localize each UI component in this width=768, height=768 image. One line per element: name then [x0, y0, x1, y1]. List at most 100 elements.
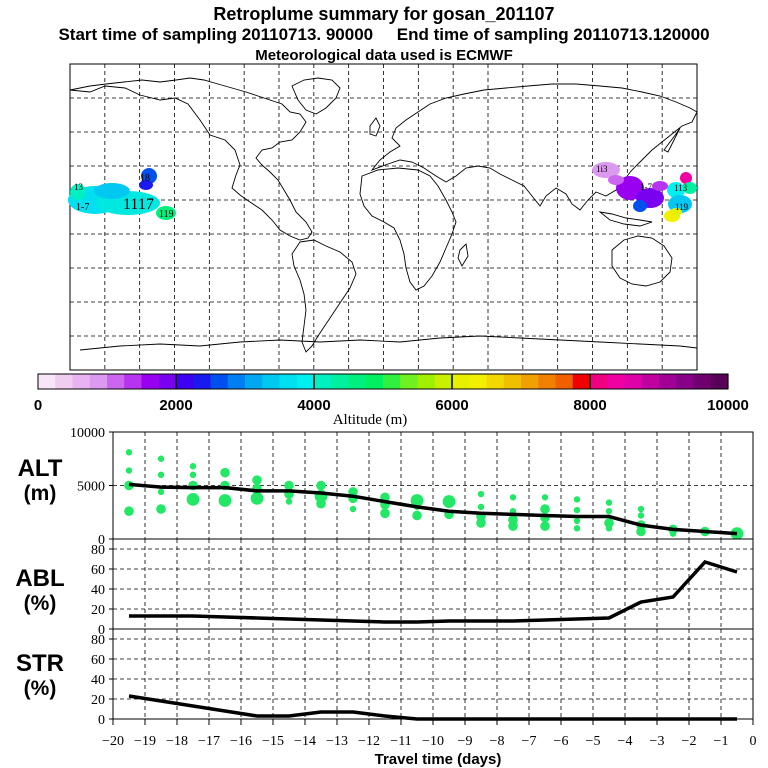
abl-line — [129, 559, 738, 624]
alt-scatter-point — [573, 496, 581, 503]
alt-mean-line — [128, 482, 738, 536]
colorbar-cell — [469, 374, 488, 389]
alt-scatter-point — [284, 480, 294, 491]
x-tick-label: −5 — [586, 734, 601, 749]
plume-blob — [683, 182, 697, 194]
sampling-time-line: Start time of sampling 20110713. 90000 E… — [0, 25, 768, 45]
alt-yticks: 10000 5000 0 — [70, 426, 113, 548]
colorbar-cell — [607, 374, 626, 389]
colorbar-tick-label: 2000 — [159, 397, 192, 414]
colorbar-tick-label: 10000 — [707, 397, 749, 414]
x-tick-label: −7 — [522, 734, 537, 749]
north-america-coast — [69, 77, 313, 241]
x-tick-label: −9 — [458, 734, 473, 749]
alt-scatter-point — [218, 494, 232, 507]
plume-blob — [139, 180, 153, 190]
x-axis-ticks: −20 −19 −18 −17 −16 −15 −14 −13 −12 −11 −10 −9 −8 −7−… — [102, 719, 757, 749]
x-tick-label: −6 — [554, 734, 569, 749]
colorbar-cell — [486, 374, 505, 389]
colorbar-cell — [38, 374, 56, 389]
colorbar-cell — [55, 374, 74, 389]
greenland-coast — [291, 77, 341, 115]
colorbar-cell — [383, 374, 401, 389]
colorbar-cell — [314, 374, 332, 389]
colorbar-tick-label: 4000 — [297, 397, 330, 414]
x-tick-label: −20 — [102, 734, 124, 749]
alt-unit: (m) — [24, 482, 57, 505]
uk-coast — [369, 117, 381, 137]
x-tick-label: −14 — [294, 734, 316, 749]
africa-coast — [359, 167, 457, 291]
str-ytick-label: 60 — [91, 653, 105, 668]
plume-label: 1i3 — [596, 164, 608, 174]
abl-ytick-label: 0 — [98, 623, 105, 638]
colorbar-cell — [296, 374, 315, 389]
alt-scatter-point — [316, 480, 326, 491]
colorbar-frame — [37, 373, 729, 390]
retroplume-clusters — [68, 162, 697, 222]
plume-label: 1-7 — [76, 202, 89, 213]
alt-scatter-point — [156, 504, 166, 514]
colorbar-cell — [89, 374, 108, 389]
colorbar-cell — [72, 374, 91, 389]
alt-scatter-point — [316, 498, 326, 509]
str-ytick-label: 40 — [91, 673, 105, 688]
x-tick-label: −16 — [230, 734, 252, 749]
str-panel: 80 60 40 20 0 STR (%) — [16, 628, 754, 728]
alt-scatter-point — [541, 494, 549, 501]
alt-scatter-point — [380, 508, 390, 519]
alt-scatter-point — [604, 518, 614, 528]
end-time-label: End time of sampling 20110713.120000 — [396, 25, 710, 44]
alt-scatter-point — [477, 503, 485, 511]
alt-scatter-point — [508, 521, 518, 531]
x-tick-label: −1 — [714, 734, 729, 749]
colorbar-cell — [227, 374, 246, 389]
colorbar-cell — [107, 374, 125, 389]
plume-label: 13 — [74, 182, 84, 192]
colorbar-cell — [641, 374, 660, 389]
alt-scatter-point — [412, 510, 422, 521]
colorbar-cell — [624, 374, 643, 389]
plume-blob — [592, 162, 620, 178]
colorbar-cell — [590, 374, 608, 389]
colorbar-tick-label: 8000 — [573, 397, 606, 414]
alt-scatter-point — [477, 490, 485, 498]
alt-ytick-label: 10000 — [70, 426, 105, 441]
alt-scatter-point — [605, 525, 613, 532]
colorbar-xlabel: Altitude (m) — [333, 412, 408, 428]
plume-label: 1-7 — [640, 182, 652, 192]
alt-scatter-point — [637, 505, 645, 513]
coastlines — [69, 77, 698, 353]
str-ytick-label: 0 — [98, 713, 105, 728]
colorbar-cell — [262, 374, 281, 389]
plume-label: 119 — [675, 202, 689, 212]
colorbar-cell — [176, 374, 194, 389]
alt-scatter-point — [157, 488, 165, 496]
abl-gridlines — [113, 539, 753, 629]
plume-blob — [156, 206, 176, 220]
x-tick-label: −17 — [198, 734, 220, 749]
alt-panel: 10000 5000 0 ALT (m) — [18, 426, 754, 548]
plume-blob — [70, 184, 86, 200]
abl-ytick-label: 80 — [91, 543, 105, 558]
alt-scatter-point — [189, 463, 197, 470]
plume-label: 18 — [140, 173, 150, 184]
x-tick-label: −10 — [422, 734, 444, 749]
plume-blob — [670, 208, 682, 216]
alt-label: ALT — [18, 455, 63, 482]
plume-blob — [633, 200, 647, 212]
abl-yticks: 80 60 40 20 0 — [91, 543, 113, 638]
x-tick-label: −18 — [166, 734, 188, 749]
met-data-label: Meteorological data used is ECMWF — [255, 47, 513, 64]
alt-scatter-point — [189, 471, 197, 478]
chart-title: Retroplume summary for gosan_201107 — [213, 4, 555, 24]
alt-scatter-point — [605, 499, 613, 506]
colorbar-cell — [124, 374, 143, 389]
plume-blob — [94, 183, 130, 199]
colorbar-cell — [365, 374, 384, 389]
colorbar-cell — [452, 374, 470, 389]
alt-gridlines — [113, 432, 753, 539]
colorbar-cells — [38, 374, 729, 389]
alt-scatter-point — [636, 526, 646, 537]
